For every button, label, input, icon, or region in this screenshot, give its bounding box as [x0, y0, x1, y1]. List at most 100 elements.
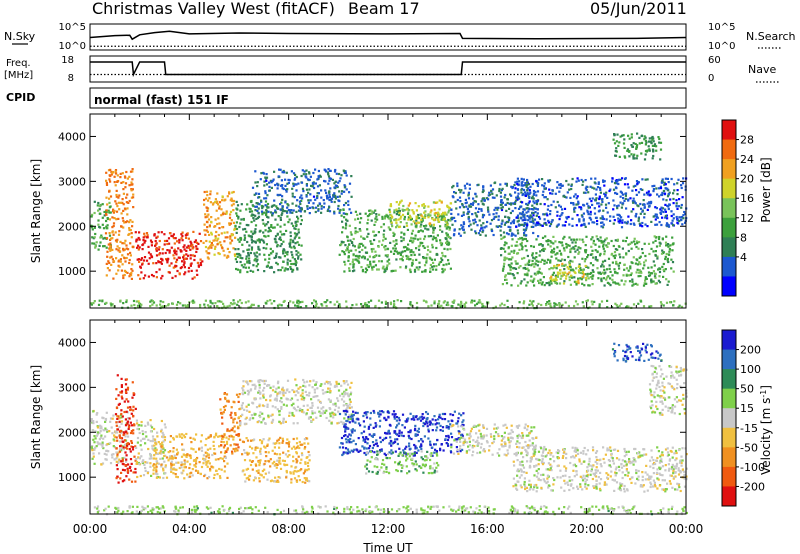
heat-cell — [591, 186, 594, 189]
heat-cell — [288, 454, 291, 457]
power-colorbar-label: Power [dB] — [759, 157, 773, 222]
heat-cell — [636, 182, 639, 185]
heat-cell — [150, 241, 153, 244]
heat-cell — [300, 199, 303, 202]
heat-cell — [194, 450, 197, 453]
heat-cell — [516, 188, 520, 191]
heat-cell — [181, 231, 184, 234]
heat-cell — [123, 221, 126, 224]
heat-cell — [613, 134, 616, 137]
heat-cell — [619, 256, 622, 259]
heat-cell — [474, 304, 477, 307]
heat-cell — [543, 259, 546, 262]
heat-cell — [499, 183, 502, 186]
heat-cell — [522, 224, 526, 227]
heat-cell — [500, 247, 503, 250]
heat-cell — [170, 456, 173, 459]
heat-cell — [262, 222, 265, 225]
heat-cell — [448, 242, 451, 245]
heat-cell — [279, 236, 282, 239]
heat-cell — [543, 203, 546, 206]
heat-cell — [599, 271, 602, 274]
heat-cell — [449, 218, 452, 222]
heat-cell — [126, 467, 129, 470]
heat-cell — [398, 211, 401, 214]
heat-cell — [114, 200, 117, 203]
heat-cell — [654, 239, 657, 242]
heat-cell — [395, 201, 398, 204]
heat-cell — [592, 256, 595, 259]
heat-cell — [680, 206, 683, 209]
heat-cell — [336, 300, 339, 303]
heat-cell — [113, 209, 116, 213]
heat-cell — [372, 247, 375, 251]
heat-cell — [512, 251, 516, 254]
heat-cell — [276, 193, 279, 196]
heat-cell — [638, 136, 641, 139]
heat-cell — [179, 435, 182, 438]
heat-cell — [646, 208, 649, 211]
heat-cell — [92, 302, 95, 305]
heat-cell — [660, 252, 664, 255]
heat-cell — [362, 244, 365, 247]
heat-cell — [115, 172, 118, 175]
heat-cell — [206, 256, 209, 259]
heat-cell — [131, 381, 134, 384]
heat-cell — [662, 210, 665, 214]
heat-cell — [405, 222, 408, 225]
heat-cell — [573, 256, 576, 259]
heat-cell — [475, 195, 478, 198]
heat-cell — [626, 148, 630, 151]
heat-cell — [106, 217, 109, 220]
heat-cell — [206, 304, 210, 307]
heat-cell — [638, 271, 641, 274]
heat-cell — [226, 428, 229, 431]
heat-cell — [340, 240, 343, 243]
heat-cell — [648, 194, 651, 197]
heat-cell — [120, 384, 123, 387]
heat-cell — [191, 468, 194, 471]
heat-cell — [498, 189, 501, 193]
heat-cell — [223, 408, 226, 411]
heat-cell — [112, 453, 115, 456]
heat-cell — [370, 219, 373, 222]
heat-cell — [223, 392, 226, 395]
heat-cell — [508, 272, 511, 275]
heat-cell — [579, 247, 582, 250]
heat-cell — [297, 231, 300, 234]
heat-cell — [604, 195, 607, 198]
heat-cell — [543, 222, 546, 225]
heat-cell — [549, 245, 552, 248]
heat-cell — [130, 188, 133, 191]
heat-cell — [527, 269, 530, 272]
heat-cell — [662, 262, 665, 266]
heat-cell — [207, 213, 210, 216]
heat-cell — [223, 254, 226, 257]
power-ylabel: Slant Range [km] — [29, 159, 43, 263]
heat-cell — [121, 263, 124, 266]
y-tick-label: 3000 — [58, 175, 86, 188]
heat-cell — [644, 259, 647, 262]
heat-cell — [609, 219, 612, 222]
heat-cell — [118, 450, 122, 453]
heat-cell — [525, 225, 529, 228]
heat-cell — [653, 235, 656, 238]
heat-cell — [285, 190, 288, 193]
heat-cell — [431, 243, 434, 246]
heat-cell — [516, 220, 519, 223]
heat-cell — [521, 219, 524, 222]
heat-cell — [410, 264, 414, 267]
heat-cell — [477, 203, 480, 206]
heat-cell — [175, 260, 178, 264]
heat-cell — [651, 148, 655, 151]
heat-cell — [99, 424, 102, 427]
heat-cell — [597, 181, 600, 184]
heat-cell — [568, 244, 571, 247]
heat-cell — [611, 177, 614, 180]
heat-cell — [289, 266, 292, 269]
heat-cell — [483, 199, 486, 202]
heat-cell — [112, 224, 115, 228]
heat-cell — [216, 239, 219, 242]
heat-cell — [295, 442, 299, 445]
heat-cell — [629, 222, 632, 226]
